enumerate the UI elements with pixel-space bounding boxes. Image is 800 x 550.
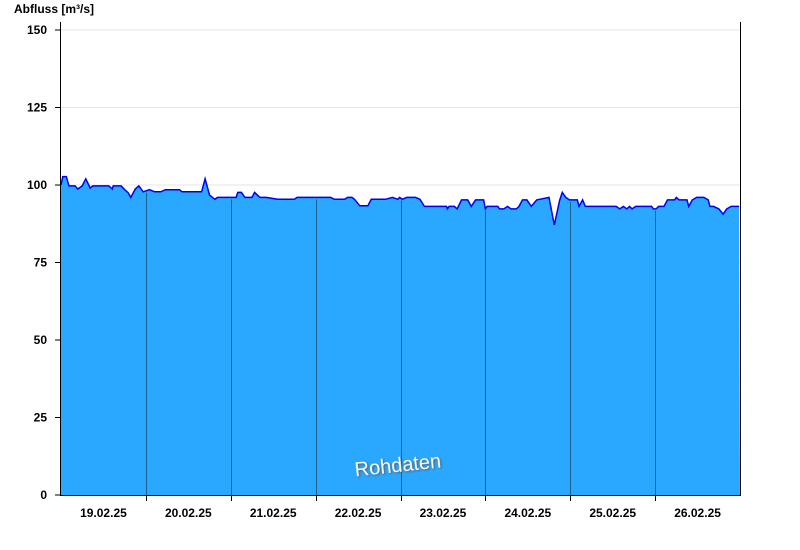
y-axis-ticks: 0 25 50 75 100 125 150 — [27, 23, 61, 502]
day-separator-lines — [146, 192, 656, 495]
x-axis-ticks: 19.02.25 20.02.25 21.02.25 22.02.25 23.02.25… — [80, 495, 721, 520]
y-tick-label: 100 — [27, 178, 47, 192]
y-tick-label: 0 — [40, 488, 47, 502]
x-tick-label: 23.02.25 — [420, 506, 467, 520]
y-tick-label: 125 — [27, 101, 47, 115]
y-tick-label: 75 — [34, 256, 48, 270]
x-tick-label: 26.02.25 — [674, 506, 721, 520]
y-tick-label: 25 — [34, 411, 48, 425]
axes — [60, 22, 741, 496]
discharge-area — [61, 176, 740, 495]
x-tick-label: 24.02.25 — [504, 506, 551, 520]
x-tick-label: 25.02.25 — [589, 506, 636, 520]
x-tick-label: 19.02.25 — [80, 506, 127, 520]
x-tick-label: 21.02.25 — [250, 506, 297, 520]
x-tick-label: 20.02.25 — [165, 506, 212, 520]
y-tick-label: 150 — [27, 23, 47, 37]
x-tick-label: 22.02.25 — [335, 506, 382, 520]
y-tick-label: 50 — [34, 333, 48, 347]
y-axis-label: Abfluss [m³/s] — [14, 2, 94, 16]
discharge-line — [60, 175, 740, 226]
